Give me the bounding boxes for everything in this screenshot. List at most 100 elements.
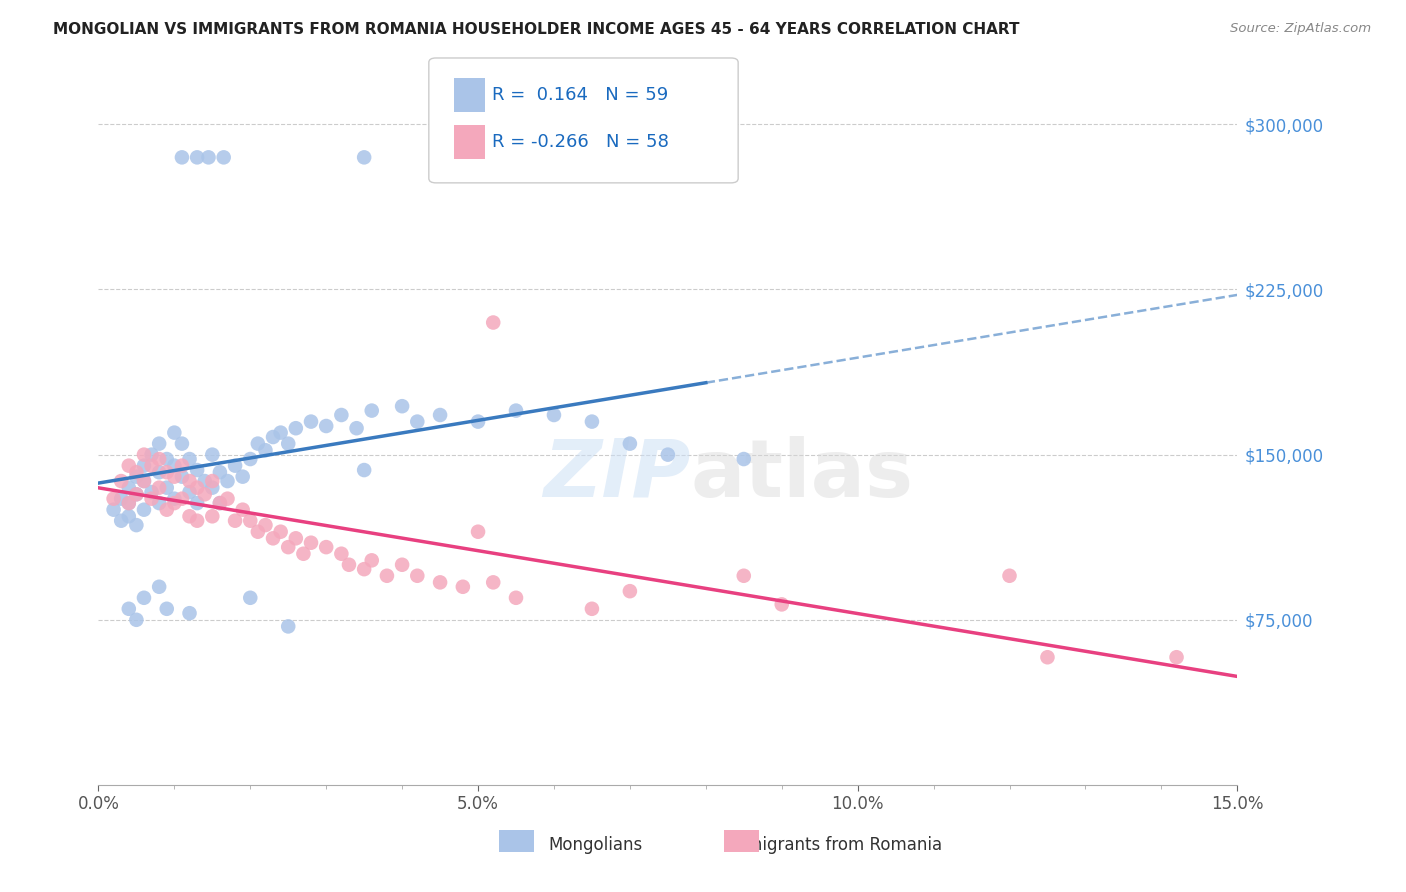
Point	[156, 601, 179, 615]
Point	[194, 487, 217, 501]
Point	[186, 150, 208, 164]
Text: Mongolians: Mongolians	[548, 836, 643, 854]
Point	[284, 532, 307, 546]
Point	[505, 403, 527, 417]
Point	[132, 458, 155, 473]
Point	[148, 452, 170, 467]
Point	[110, 491, 132, 506]
Text: atlas: atlas	[690, 436, 914, 514]
Point	[239, 452, 262, 467]
Point	[163, 458, 186, 473]
Point	[277, 436, 299, 450]
Point	[194, 474, 217, 488]
Text: Immigrants from Romania: Immigrants from Romania	[725, 836, 942, 854]
Point	[254, 443, 277, 458]
Text: R =  0.164   N = 59: R = 0.164 N = 59	[492, 86, 668, 103]
Point	[118, 458, 141, 473]
Point	[346, 421, 368, 435]
Point	[156, 481, 179, 495]
Point	[125, 487, 148, 501]
Point	[170, 436, 193, 450]
Point	[375, 568, 398, 582]
Point	[208, 496, 231, 510]
Point	[170, 491, 193, 506]
Point	[132, 474, 155, 488]
Point	[1166, 650, 1188, 665]
Point	[179, 485, 201, 500]
Point	[217, 474, 239, 488]
Point	[770, 598, 793, 612]
Point	[201, 474, 224, 488]
Point	[132, 502, 155, 516]
Point	[337, 558, 360, 572]
Point	[406, 415, 429, 429]
Point	[163, 496, 186, 510]
Point	[141, 485, 163, 500]
Point	[299, 535, 322, 549]
Point	[163, 425, 186, 440]
Text: ZIP: ZIP	[543, 436, 690, 514]
Point	[467, 415, 489, 429]
Point	[197, 150, 219, 164]
Point	[125, 518, 148, 533]
Point	[132, 474, 155, 488]
Point	[118, 481, 141, 495]
Point	[391, 399, 413, 413]
Point	[141, 458, 163, 473]
Point	[186, 481, 208, 495]
Point	[148, 436, 170, 450]
Point	[132, 591, 155, 605]
Point	[239, 591, 262, 605]
Point	[201, 509, 224, 524]
Point	[156, 452, 179, 467]
Point	[482, 575, 505, 590]
Point	[733, 452, 755, 467]
Point	[148, 465, 170, 479]
Point	[246, 524, 269, 539]
Point	[208, 465, 231, 479]
Point	[186, 496, 208, 510]
Point	[353, 150, 375, 164]
Point	[212, 150, 235, 164]
Point	[315, 419, 337, 434]
Point	[170, 150, 193, 164]
Point	[292, 547, 315, 561]
Point	[406, 568, 429, 582]
Point	[224, 458, 246, 473]
Point	[156, 502, 179, 516]
Point	[619, 584, 641, 599]
Point	[148, 580, 170, 594]
Point	[103, 502, 125, 516]
Point	[110, 514, 132, 528]
Point	[148, 496, 170, 510]
Point	[733, 568, 755, 582]
Point	[179, 606, 201, 620]
Point	[125, 469, 148, 483]
Point	[360, 403, 382, 417]
Text: Source: ZipAtlas.com: Source: ZipAtlas.com	[1230, 22, 1371, 36]
Point	[179, 452, 201, 467]
Point	[125, 613, 148, 627]
Point	[360, 553, 382, 567]
Point	[277, 619, 299, 633]
Text: MONGOLIAN VS IMMIGRANTS FROM ROMANIA HOUSEHOLDER INCOME AGES 45 - 64 YEARS CORRE: MONGOLIAN VS IMMIGRANTS FROM ROMANIA HOU…	[53, 22, 1019, 37]
Point	[201, 481, 224, 495]
Point	[186, 514, 208, 528]
Point	[232, 502, 254, 516]
Text: R = -0.266   N = 58: R = -0.266 N = 58	[492, 133, 669, 151]
Point	[163, 491, 186, 506]
Point	[467, 524, 489, 539]
Point	[657, 448, 679, 462]
Point	[224, 514, 246, 528]
Point	[179, 474, 201, 488]
Point	[132, 448, 155, 462]
Point	[103, 491, 125, 506]
Point	[353, 562, 375, 576]
Point	[246, 436, 269, 450]
Point	[284, 421, 307, 435]
Point	[998, 568, 1021, 582]
Point	[217, 491, 239, 506]
Point	[201, 448, 224, 462]
Point	[353, 463, 375, 477]
Point	[581, 415, 603, 429]
